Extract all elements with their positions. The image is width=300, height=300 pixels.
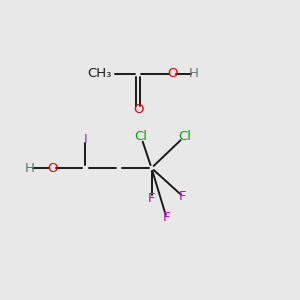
Text: I: I <box>84 133 87 146</box>
Text: Cl: Cl <box>134 130 148 143</box>
Text: Cl: Cl <box>178 130 191 143</box>
Text: H: H <box>189 67 198 80</box>
Text: F: F <box>179 190 187 203</box>
Text: O: O <box>47 161 58 175</box>
Text: O: O <box>167 67 178 80</box>
Text: CH₃: CH₃ <box>87 67 111 80</box>
Text: H: H <box>25 161 35 175</box>
Text: O: O <box>133 103 143 116</box>
Text: F: F <box>163 211 170 224</box>
Text: F: F <box>148 191 155 205</box>
